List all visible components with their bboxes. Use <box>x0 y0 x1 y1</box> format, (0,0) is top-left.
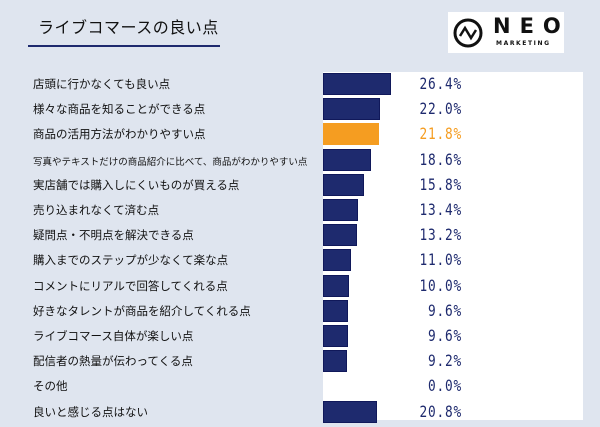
bar-row: 写真やテキストだけの商品紹介に比べて、商品がわかりやすい点 18.6% <box>0 148 600 173</box>
category-label: 好きなタレントが商品を紹介してくれる点 <box>33 303 251 318</box>
bar <box>323 325 348 347</box>
logo-text: NEO <box>493 14 570 38</box>
value-label: 21.8% <box>419 124 462 144</box>
category-label: ライブコマース自体が楽しい点 <box>33 329 194 343</box>
title-underline <box>28 45 220 47</box>
bar <box>323 350 347 373</box>
value-label: 0.0% <box>427 376 462 396</box>
value-label: 20.8% <box>419 401 462 421</box>
neo-marketing-logo: NEO MARKETING <box>448 12 564 53</box>
category-label: 疑問点・不明点を解決できる点 <box>33 228 194 243</box>
bar-row: ライブコマース自体が楽しい点 9.6% <box>0 324 600 349</box>
value-label: 9.2% <box>427 351 462 371</box>
logo-icon <box>453 18 483 48</box>
category-label: 配信者の熱量が伝わってくる点 <box>33 354 193 369</box>
bar <box>323 274 349 297</box>
category-label: 様々な商品を知ることができる点 <box>33 102 206 117</box>
value-label: 10.0% <box>419 275 462 295</box>
category-label: コメントにリアルで回答してくれる点 <box>33 278 228 293</box>
bar <box>323 299 348 322</box>
bar-row: コメントにリアルで回答してくれる点 10.0% <box>0 274 600 299</box>
category-label: その他 <box>33 379 68 394</box>
chart-title: ライブコマースの良い点 <box>38 18 219 37</box>
bar <box>323 400 377 423</box>
value-label: 18.6% <box>419 149 462 169</box>
category-label: 商品の活用方法がわかりやすい点 <box>33 127 206 142</box>
bar <box>323 123 380 146</box>
category-label: 良いと感じる点はない <box>33 404 148 419</box>
bar-row: その他 0.0% <box>0 374 600 399</box>
bar <box>323 173 364 196</box>
bar <box>323 73 392 95</box>
value-label: 26.4% <box>419 74 462 93</box>
value-label: 15.8% <box>419 174 462 194</box>
category-label: 店頭に行かなくても良い点 <box>33 77 171 91</box>
bar-row: 店頭に行かなくても良い点 26.4% <box>0 72 600 97</box>
bar <box>323 224 358 247</box>
bar <box>323 98 380 121</box>
bar-row: 疑問点・不明点を解決できる点 13.2% <box>0 223 600 248</box>
bar <box>323 249 352 272</box>
bar-row: 購入までのステップが少なくて楽な点 11.0% <box>0 248 600 273</box>
category-label: 購入までのステップが少なくて楽な点 <box>33 253 229 268</box>
bar-row: 実店舗では購入しにくいものが買える点 15.8% <box>0 173 600 198</box>
bar-row: 配信者の熱量が伝わってくる点 9.2% <box>0 349 600 374</box>
category-label: 写真やテキストだけの商品紹介に比べて、商品がわかりやすい点 <box>33 156 308 168</box>
category-label: 実店舗では購入しにくいものが買える点 <box>33 177 240 192</box>
value-label: 13.2% <box>419 225 462 245</box>
value-label: 9.6% <box>427 300 462 320</box>
logo-subtext: MARKETING <box>496 40 551 47</box>
bar-row: 良いと感じる点はない 20.8% <box>0 400 600 425</box>
value-label: 22.0% <box>419 99 462 119</box>
value-label: 11.0% <box>419 250 462 270</box>
bar-row: 好きなタレントが商品を紹介してくれる点 9.6% <box>0 299 600 324</box>
bar <box>323 148 371 171</box>
bar-row: 商品の活用方法がわかりやすい点 21.8% <box>0 122 600 147</box>
bar-row: 売り込まれなくて済む点 13.4% <box>0 198 600 223</box>
value-label: 13.4% <box>419 200 462 219</box>
bar <box>323 199 358 221</box>
bar-row: 様々な商品を知ることができる点 22.0% <box>0 97 600 122</box>
value-label: 9.6% <box>427 326 462 345</box>
category-label: 売り込まれなくて済む点 <box>33 203 160 217</box>
